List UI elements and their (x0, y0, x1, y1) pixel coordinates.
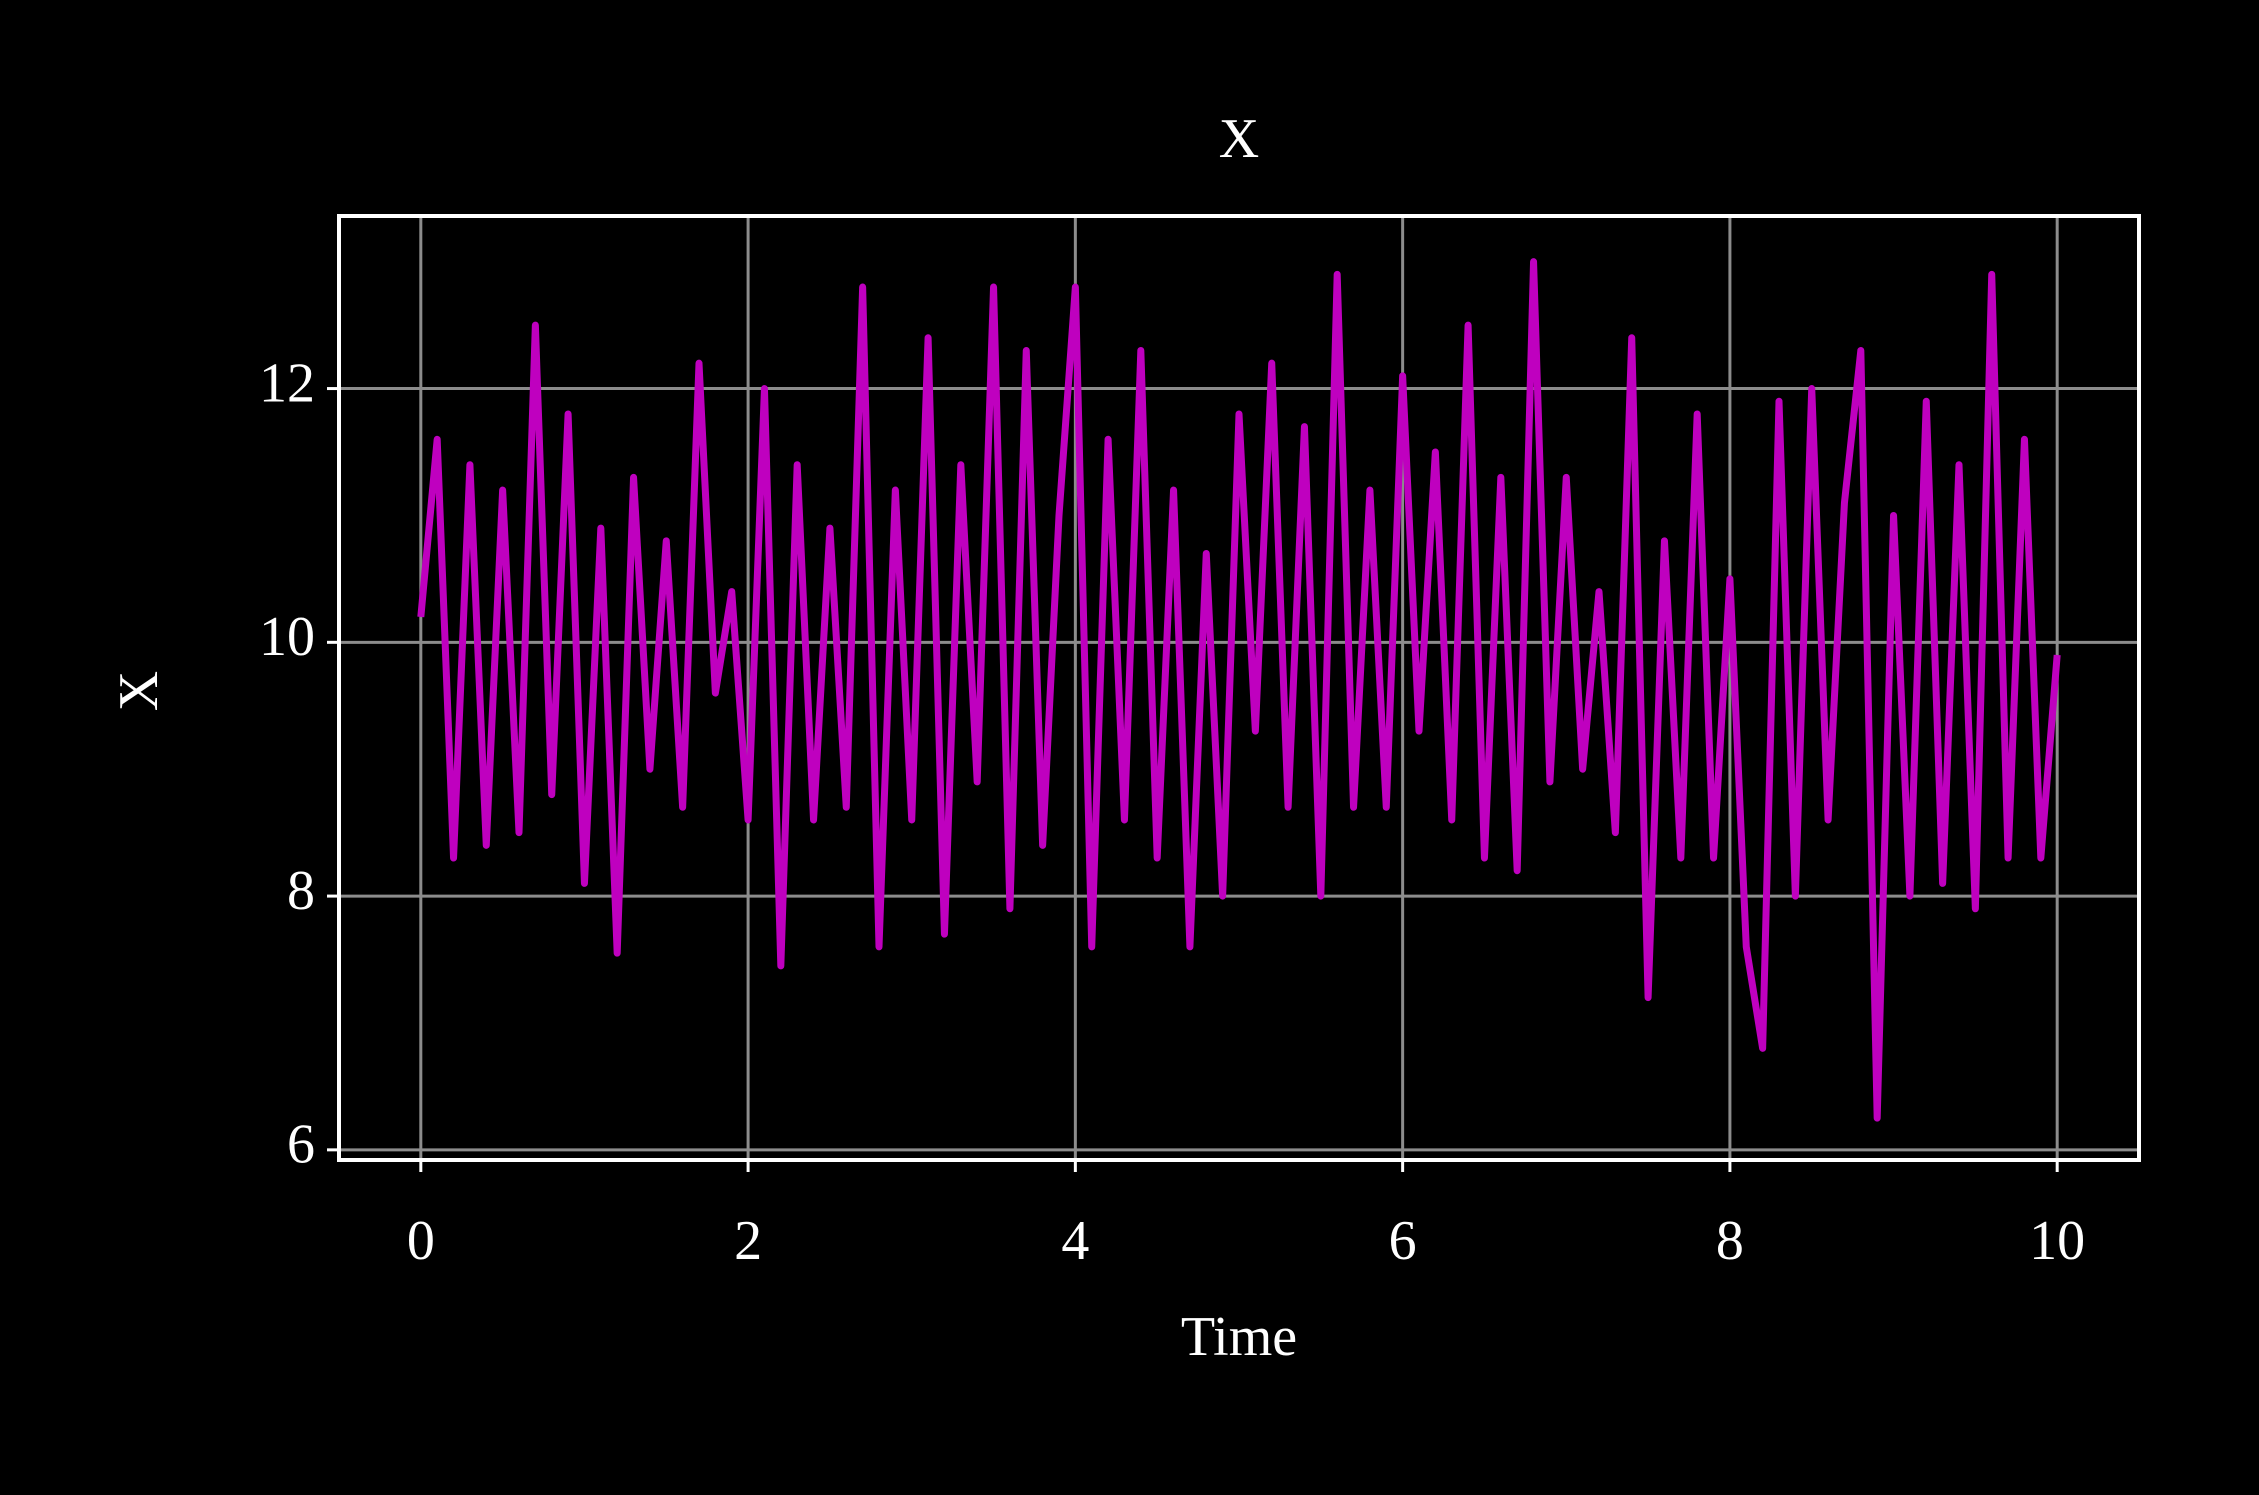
plot-frame (337, 214, 2141, 1162)
y-axis-label: X (108, 671, 170, 711)
x-tick-label: 2 (734, 1210, 762, 1272)
x-tick-label: 0 (407, 1210, 435, 1272)
x-tick-label: 8 (1716, 1210, 1744, 1272)
data-line (417, 258, 2061, 1122)
y-tick-label: 6 (287, 1114, 315, 1176)
y-tick-label: 12 (259, 352, 315, 414)
y-tick-label: 10 (259, 606, 315, 668)
x-tick-label: 10 (2029, 1210, 2085, 1272)
x-axis-label: Time (1181, 1306, 1297, 1368)
x-tick-label: 6 (1389, 1210, 1417, 1272)
y-tick-label: 8 (287, 860, 315, 922)
chart-title: X (1219, 108, 1259, 170)
x-tick-label: 4 (1061, 1210, 1089, 1272)
